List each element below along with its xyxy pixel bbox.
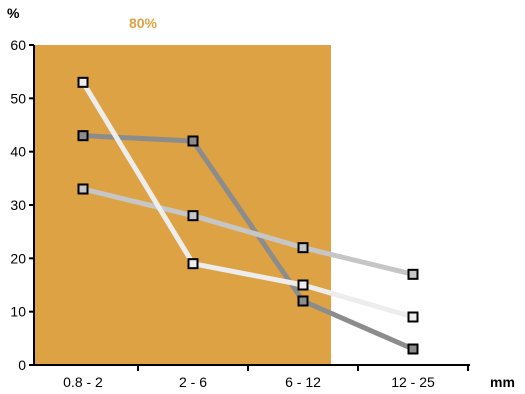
y-tick-label: 30 — [10, 197, 26, 213]
highlight-label: 80% — [129, 15, 158, 31]
y-tick-label: 40 — [10, 144, 26, 160]
data-point — [297, 242, 309, 254]
data-point — [77, 183, 89, 195]
data-point — [297, 295, 309, 307]
y-tick-label: 10 — [10, 304, 26, 320]
x-tick-label: 2 - 6 — [179, 374, 207, 390]
data-point — [187, 258, 199, 270]
data-point — [407, 311, 419, 323]
highlight-band — [34, 45, 331, 365]
x-axis-ticks: 0.8 - 2 2 - 6 6 - 12 12 - 25 — [63, 365, 469, 390]
data-point — [77, 76, 89, 88]
series-line-1 — [80, 133, 416, 352]
y-tick-label: 50 — [10, 90, 26, 106]
data-point — [407, 343, 419, 355]
data-point — [77, 130, 89, 142]
x-tick-label: 0.8 - 2 — [63, 374, 103, 390]
y-tick-label: 0 — [18, 357, 26, 373]
y-tick-label: 20 — [10, 250, 26, 266]
y-axis-unit: % — [7, 5, 20, 21]
data-point — [187, 135, 199, 147]
y-tick-label: 60 — [10, 37, 26, 53]
x-tick-label: 6 - 12 — [285, 374, 321, 390]
y-axis-ticks: 0 10 20 30 40 50 60 — [10, 37, 34, 373]
series-line-2 — [80, 186, 416, 277]
x-axis-unit: mm — [490, 374, 515, 390]
series-layer — [77, 76, 419, 355]
data-point — [297, 279, 309, 291]
series-line-3 — [80, 79, 416, 320]
data-point — [407, 268, 419, 280]
x-tick-label: 12 - 25 — [391, 374, 435, 390]
data-point — [187, 210, 199, 222]
